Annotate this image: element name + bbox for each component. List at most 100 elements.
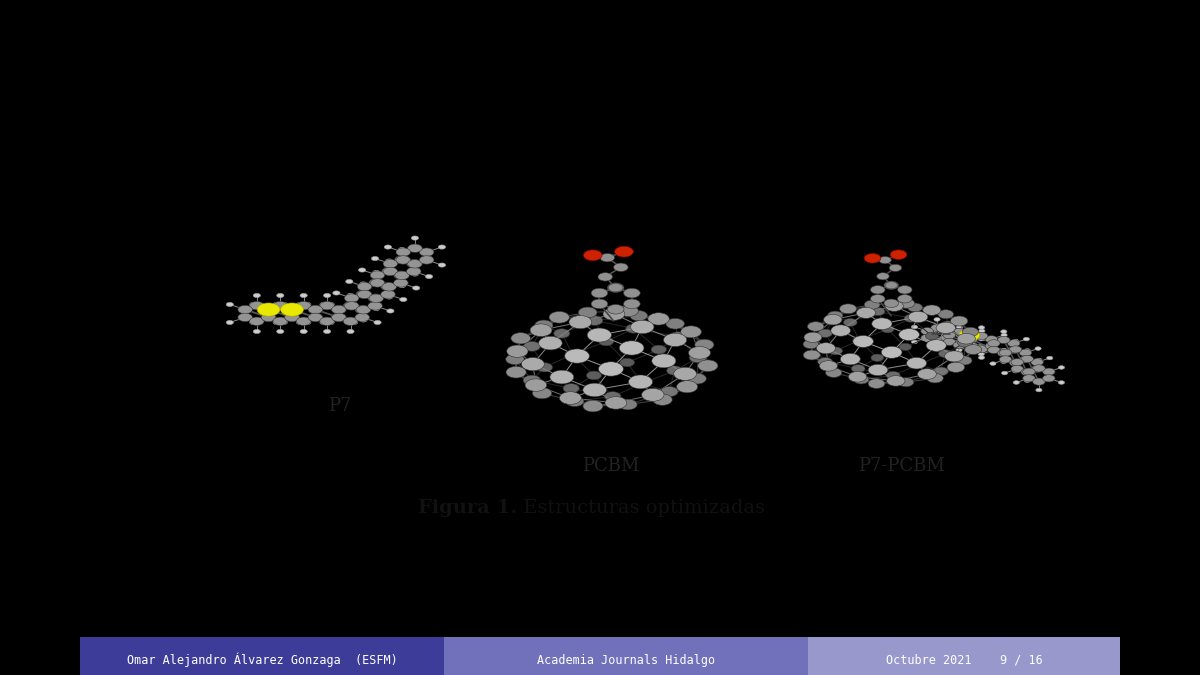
Circle shape <box>277 294 284 298</box>
Circle shape <box>840 354 860 365</box>
Text: P7-PCBM: P7-PCBM <box>858 458 946 475</box>
Circle shape <box>320 317 335 325</box>
Circle shape <box>941 327 953 335</box>
Circle shape <box>990 347 996 350</box>
Circle shape <box>976 346 988 353</box>
Circle shape <box>1024 338 1030 341</box>
Circle shape <box>920 327 934 335</box>
Circle shape <box>370 279 385 287</box>
Circle shape <box>830 325 851 336</box>
Circle shape <box>677 381 697 393</box>
Circle shape <box>347 329 354 333</box>
Circle shape <box>598 273 612 281</box>
Circle shape <box>881 325 894 333</box>
Circle shape <box>253 329 260 333</box>
Circle shape <box>360 318 367 322</box>
Circle shape <box>284 313 299 321</box>
Circle shape <box>1021 369 1033 376</box>
Circle shape <box>356 306 371 314</box>
Circle shape <box>653 394 672 405</box>
Circle shape <box>359 286 366 290</box>
Circle shape <box>344 294 359 302</box>
Circle shape <box>383 267 397 275</box>
Circle shape <box>1013 366 1020 369</box>
Circle shape <box>827 311 842 320</box>
Circle shape <box>550 311 569 323</box>
Circle shape <box>958 333 976 344</box>
Circle shape <box>619 341 644 355</box>
Circle shape <box>695 340 714 350</box>
Circle shape <box>384 263 391 267</box>
Circle shape <box>350 321 358 325</box>
Circle shape <box>1058 366 1064 369</box>
Circle shape <box>350 302 358 306</box>
Circle shape <box>413 286 420 290</box>
Circle shape <box>355 305 370 314</box>
Circle shape <box>300 329 307 333</box>
Circle shape <box>262 305 276 314</box>
Circle shape <box>898 298 914 308</box>
Circle shape <box>938 350 953 358</box>
Circle shape <box>886 281 898 289</box>
Circle shape <box>1008 346 1020 354</box>
Circle shape <box>871 318 892 329</box>
Circle shape <box>400 279 407 284</box>
Circle shape <box>1022 375 1036 382</box>
Circle shape <box>308 305 323 314</box>
Circle shape <box>1031 365 1043 373</box>
Circle shape <box>985 335 997 343</box>
Circle shape <box>343 302 358 310</box>
Circle shape <box>962 327 978 337</box>
Circle shape <box>934 344 940 348</box>
Circle shape <box>262 305 276 314</box>
Circle shape <box>522 358 545 371</box>
Circle shape <box>840 304 857 314</box>
Circle shape <box>629 375 653 389</box>
Circle shape <box>331 313 346 321</box>
Circle shape <box>666 319 684 329</box>
Circle shape <box>380 282 395 291</box>
Circle shape <box>331 305 346 314</box>
Circle shape <box>660 387 678 397</box>
Circle shape <box>523 375 541 385</box>
Circle shape <box>296 302 304 306</box>
Circle shape <box>978 352 984 356</box>
Circle shape <box>586 316 602 325</box>
Circle shape <box>648 313 670 325</box>
Circle shape <box>304 302 311 306</box>
Circle shape <box>281 321 288 325</box>
Circle shape <box>953 342 966 349</box>
Circle shape <box>624 299 640 308</box>
Circle shape <box>959 329 979 341</box>
Circle shape <box>1013 381 1020 384</box>
Circle shape <box>343 317 358 325</box>
Circle shape <box>1046 356 1052 360</box>
Circle shape <box>412 272 419 276</box>
Circle shape <box>608 284 623 292</box>
Circle shape <box>1036 358 1042 362</box>
Circle shape <box>1058 381 1064 384</box>
Circle shape <box>906 357 926 369</box>
Circle shape <box>358 290 372 298</box>
Circle shape <box>384 245 391 249</box>
Circle shape <box>506 345 528 357</box>
Circle shape <box>1034 362 1042 365</box>
Circle shape <box>923 305 941 315</box>
Circle shape <box>559 392 581 404</box>
Circle shape <box>829 347 842 355</box>
Circle shape <box>988 340 1000 347</box>
Circle shape <box>1008 340 1020 347</box>
Circle shape <box>884 299 899 308</box>
Circle shape <box>605 397 626 409</box>
Circle shape <box>943 338 955 346</box>
Circle shape <box>652 354 676 368</box>
Circle shape <box>979 344 985 348</box>
Circle shape <box>438 263 445 267</box>
Circle shape <box>308 305 323 314</box>
Circle shape <box>697 360 718 371</box>
Circle shape <box>823 315 842 325</box>
Circle shape <box>950 316 968 326</box>
Circle shape <box>592 288 607 298</box>
Circle shape <box>887 375 905 386</box>
Circle shape <box>385 295 392 299</box>
